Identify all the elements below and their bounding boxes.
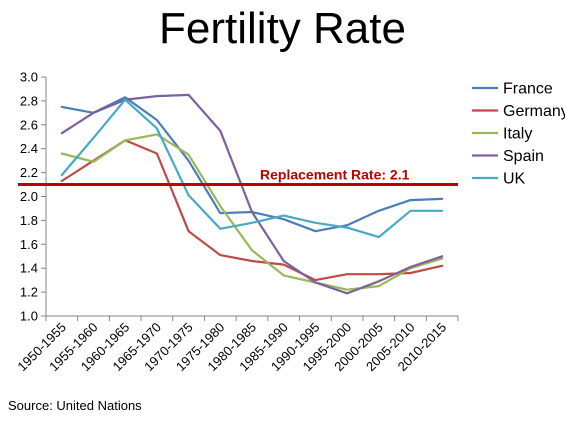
replacement-rate-label: Replacement Rate: 2.1 <box>260 167 410 183</box>
y-tick-label: 2.2 <box>20 165 38 180</box>
y-tick-label: 2.6 <box>20 117 38 132</box>
y-tick-label: 2.0 <box>20 189 38 204</box>
axes-layer: 1.01.21.41.61.82.02.22.42.62.83.01950-19… <box>14 70 459 374</box>
series-line-italy <box>60 133 444 291</box>
y-tick-label: 1.8 <box>20 213 38 228</box>
y-tick-label: 2.8 <box>20 93 38 108</box>
series-line-uk <box>60 98 444 239</box>
legend-label: Spain <box>503 148 544 165</box>
y-tick-label: 1.4 <box>20 261 38 276</box>
y-tick-label: 1.2 <box>20 285 38 300</box>
y-tick-label: 3.0 <box>20 70 38 85</box>
y-tick-label: 2.4 <box>20 141 38 156</box>
y-tick-label: 1.0 <box>20 309 38 324</box>
chart-title: Fertility Rate <box>159 4 406 53</box>
legend-label: Germany <box>503 103 565 120</box>
series-layer <box>60 93 444 295</box>
legend-label: France <box>503 81 553 98</box>
y-tick-label: 1.6 <box>20 237 38 252</box>
annotation-layer: Replacement Rate: 2.1 <box>18 167 458 187</box>
legend-label: Italy <box>503 126 532 143</box>
legend-label: UK <box>503 171 526 188</box>
series-line-spain <box>60 93 444 295</box>
legend: France Germany Italy Spain UK <box>472 81 565 188</box>
source-note: Source: United Nations <box>8 398 142 413</box>
